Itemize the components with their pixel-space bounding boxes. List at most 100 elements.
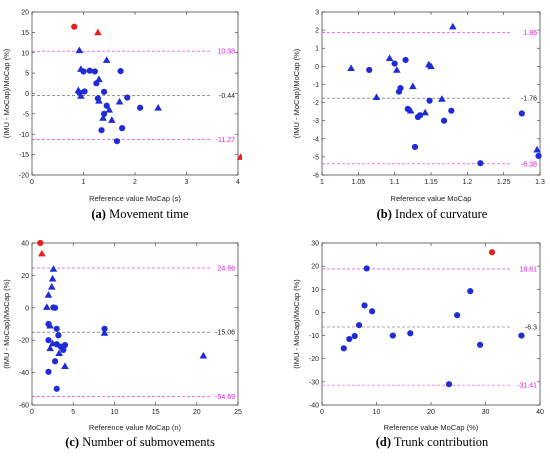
- data-point: [95, 97, 103, 104]
- data-point: [347, 64, 355, 71]
- data-point: [45, 337, 52, 344]
- x-tick-label: 10: [111, 409, 119, 416]
- mean-difference-label: -1.76: [521, 96, 537, 103]
- data-point: [476, 341, 484, 348]
- limit-of-agreement-label: -31.41: [517, 383, 537, 390]
- x-tick-label: 15: [152, 409, 160, 416]
- x-tick-label: 0: [30, 409, 34, 416]
- x-tick-label: 0: [320, 409, 324, 416]
- data-point: [199, 351, 208, 359]
- data-point: [154, 103, 162, 111]
- x-tick-label: 1.05: [352, 179, 366, 186]
- outlier-point: [94, 28, 102, 36]
- y-tick-label: -40: [19, 370, 29, 377]
- data-points: [37, 239, 208, 392]
- y-tick-label: -20: [19, 173, 29, 180]
- y-tick-label: -3: [313, 118, 319, 125]
- data-point: [363, 265, 370, 272]
- x-tick-label: 1.15: [424, 179, 438, 186]
- y-axis-label: (IMU - MoCap)/MoCap (%): [292, 48, 301, 138]
- data-point: [409, 82, 417, 90]
- y-tick-label: 20: [311, 264, 319, 271]
- data-point: [51, 358, 59, 365]
- x-tick-label: 30: [482, 409, 490, 416]
- data-point: [49, 265, 58, 272]
- y-tick-label: -60: [19, 403, 29, 410]
- data-point: [449, 22, 457, 30]
- limit-of-agreement-label: 10.38: [217, 49, 235, 56]
- data-point: [417, 112, 424, 119]
- data-point: [113, 138, 121, 145]
- y-tick-label: -2: [313, 100, 319, 107]
- caption-text: Movement time: [106, 207, 189, 221]
- data-point: [351, 332, 358, 340]
- y-tick-label: 30: [311, 241, 319, 248]
- y-tick-label: 10: [21, 50, 29, 57]
- x-axis-label: Reference value MoCap: [391, 194, 472, 203]
- x-tick-label: 3: [185, 179, 189, 186]
- panel-caption: (a) Movement time: [91, 207, 189, 221]
- y-tick-label: -1: [313, 82, 319, 89]
- x-tick-label: 40: [536, 409, 544, 416]
- data-point: [426, 97, 433, 104]
- y-tick-label: 3: [315, 10, 319, 17]
- x-tick-label: 0: [30, 179, 34, 186]
- data-point: [47, 282, 56, 290]
- data-point: [115, 97, 124, 105]
- x-tick-label: 1.25: [497, 179, 511, 186]
- limit-of-agreement-label: 18.81: [519, 266, 537, 273]
- data-points: [347, 22, 542, 167]
- data-point: [137, 104, 144, 111]
- x-tick-label: 20: [193, 409, 201, 416]
- caption-letter: (a): [91, 207, 106, 221]
- x-tick-label: 2: [133, 179, 137, 186]
- x-tick-label: 25: [234, 409, 242, 416]
- y-tick-label: -6: [313, 173, 319, 180]
- data-points: [71, 23, 242, 160]
- mean-difference-label: -15.06: [215, 330, 235, 337]
- caption-text: Number of submovements: [79, 435, 215, 449]
- x-axis-label: Reference value MoCap (%): [384, 423, 479, 432]
- y-tick-label: -20: [19, 338, 29, 345]
- x-tick-label: 10: [373, 409, 381, 416]
- x-tick-label: 20: [427, 409, 435, 416]
- outlier-point: [488, 249, 496, 256]
- y-tick-label: -5: [313, 154, 319, 161]
- data-point: [80, 68, 87, 75]
- data-point: [45, 368, 52, 375]
- data-point: [369, 308, 376, 315]
- data-point: [533, 145, 541, 153]
- data-point: [402, 56, 409, 64]
- data-point: [407, 330, 414, 337]
- data-point: [421, 108, 429, 116]
- y-axis-label: (IMU - MoCap)/MoCap (%): [2, 48, 11, 138]
- y-tick-label: 20: [21, 10, 29, 17]
- data-point: [101, 325, 108, 332]
- y-tick-label: -10: [309, 333, 319, 340]
- data-point: [93, 80, 100, 87]
- data-point: [397, 84, 404, 92]
- y-tick-label: 0: [25, 91, 29, 98]
- y-tick-label: 0: [315, 310, 319, 317]
- x-axis-label: Reference value MoCap (s): [89, 194, 181, 203]
- caption-text: Index of curvature: [392, 207, 488, 221]
- data-point: [389, 332, 396, 339]
- x-axis-label: Reference value MoCap (n): [89, 423, 182, 432]
- data-point: [385, 54, 394, 62]
- data-point: [43, 303, 51, 310]
- mean-difference-label: -6.3: [525, 325, 537, 332]
- outlier-point: [38, 249, 46, 257]
- plot-frame: [321, 242, 541, 406]
- data-point: [440, 117, 448, 124]
- y-tick-label: 40: [21, 241, 29, 248]
- data-point: [81, 88, 88, 95]
- y-tick-label: 2: [315, 28, 319, 35]
- y-tick-label: -15: [19, 152, 29, 159]
- y-tick-label: -20: [309, 356, 319, 363]
- data-point: [53, 325, 60, 332]
- data-point: [477, 160, 484, 167]
- y-axis-label: (IMU - MoCap)/MoCap (%): [292, 279, 301, 369]
- x-tick-label: 1: [82, 179, 86, 186]
- outlier-point: [71, 23, 78, 30]
- mean-difference-label: -0.44: [219, 93, 235, 100]
